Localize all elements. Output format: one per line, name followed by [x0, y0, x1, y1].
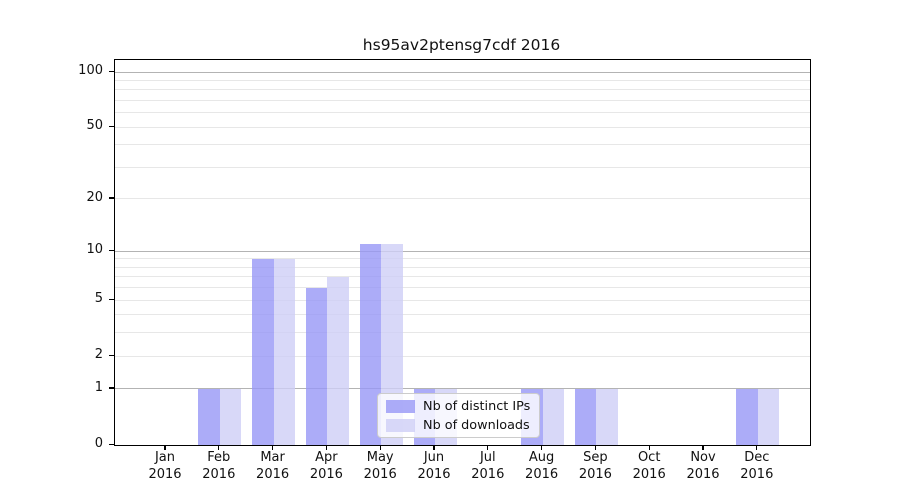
bar-distinct-ips	[736, 388, 758, 445]
x-tick-mark	[218, 445, 220, 450]
bar-downloads	[219, 388, 242, 445]
grid-line	[115, 299, 810, 301]
y-tick-mark	[109, 387, 114, 389]
bar-downloads	[542, 388, 565, 445]
y-tick-label: 20	[86, 189, 103, 205]
x-tick-mark	[164, 445, 166, 450]
bar-distinct-ips	[359, 244, 382, 445]
grid-line	[115, 258, 810, 260]
y-tick-label: 10	[86, 242, 103, 258]
legend: Nb of distinct IPs Nb of downloads	[377, 393, 540, 438]
grid-line	[115, 314, 810, 316]
x-tick-label: May 2016	[363, 450, 397, 482]
x-tick-mark	[433, 445, 435, 450]
legend-item-distinct-ips: Nb of distinct IPs	[386, 398, 539, 414]
bar-distinct-ips	[305, 287, 328, 445]
grid-line	[115, 276, 810, 278]
grid-line	[115, 287, 810, 289]
grid-line	[115, 250, 810, 252]
y-tick-label: 100	[78, 63, 103, 78]
legend-item-downloads: Nb of downloads	[386, 417, 539, 433]
x-tick-label: Aug 2016	[525, 450, 559, 482]
legend-label-distinct-ips: Nb of distinct IPs	[423, 398, 531, 414]
x-tick-label: Jul 2016	[471, 450, 505, 482]
y-tick-mark	[109, 70, 114, 72]
y-tick-mark	[109, 354, 114, 357]
x-tick-label: Feb 2016	[202, 450, 236, 482]
y-tick-label: 0	[94, 436, 103, 451]
x-tick-mark	[648, 445, 650, 450]
x-tick-label: Oct 2016	[632, 450, 666, 482]
y-tick-label: 1	[94, 379, 103, 395]
grid-line	[115, 266, 810, 268]
grid-line	[115, 144, 810, 146]
bar-downloads	[757, 388, 780, 445]
plot-area	[114, 59, 811, 446]
legend-swatch-distinct-ips	[386, 399, 415, 413]
legend-swatch-downloads	[386, 418, 415, 432]
bar-distinct-ips	[574, 388, 597, 445]
y-tick-mark	[109, 443, 114, 445]
bar-downloads	[273, 258, 296, 445]
x-tick-mark	[702, 445, 704, 450]
grid-line	[115, 99, 810, 101]
x-tick-mark	[271, 445, 274, 450]
grid-line	[115, 388, 810, 390]
grid-line	[115, 89, 810, 91]
x-tick-label: Nov 2016	[686, 450, 720, 482]
bar-distinct-ips	[252, 258, 274, 445]
y-tick-label: 50	[86, 118, 103, 134]
x-tick-mark	[325, 445, 328, 450]
x-tick-label: Mar 2016	[256, 450, 290, 482]
grid-line	[115, 166, 810, 168]
y-tick-mark	[109, 197, 114, 199]
x-tick-mark	[487, 445, 489, 450]
grid-line	[115, 112, 810, 114]
x-tick-label: Jan 2016	[148, 450, 182, 482]
bar-downloads	[327, 276, 349, 445]
y-tick-label: 5	[94, 291, 103, 307]
grid-line	[115, 71, 810, 73]
grid-line	[115, 126, 810, 128]
grid-line	[115, 332, 810, 334]
x-tick-mark	[379, 445, 381, 450]
x-tick-label: Jun 2016	[417, 450, 451, 482]
x-tick-mark	[756, 445, 758, 450]
y-tick-mark	[109, 249, 114, 252]
bar-distinct-ips	[198, 388, 220, 445]
x-tick-mark	[540, 445, 543, 450]
y-tick-mark	[109, 125, 114, 128]
x-tick-label: Dec 2016	[740, 450, 774, 482]
x-tick-label: Sep 2016	[578, 450, 612, 482]
chart-title: hs95av2ptensg7cdf 2016	[362, 36, 561, 54]
grid-line	[115, 79, 810, 81]
y-tick-label: 2	[94, 347, 103, 363]
x-tick-mark	[594, 445, 597, 450]
grid-line	[115, 198, 810, 200]
y-tick-mark	[109, 298, 114, 301]
x-tick-label: Apr 2016	[309, 450, 343, 482]
bar-downloads	[596, 388, 618, 445]
legend-label-downloads: Nb of downloads	[423, 417, 530, 433]
grid-line	[115, 355, 810, 357]
